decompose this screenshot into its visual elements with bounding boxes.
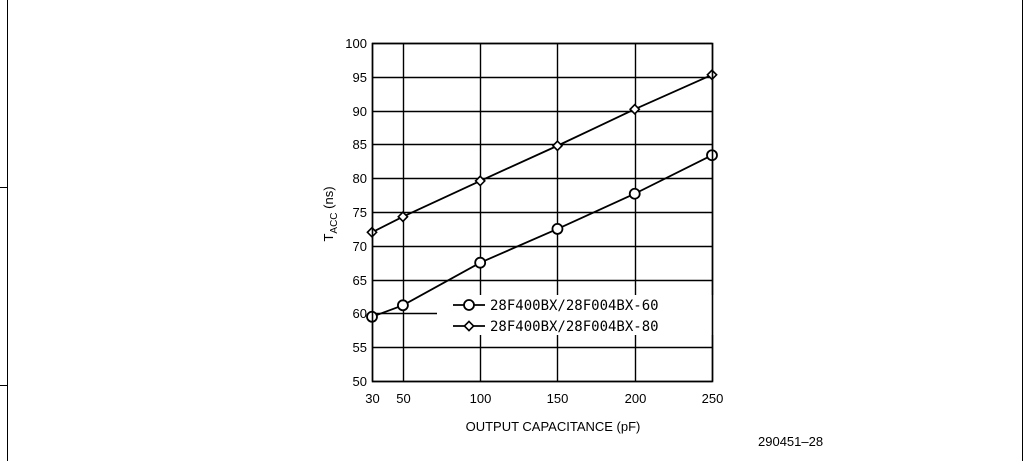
y-tick-label: 90 <box>353 104 367 119</box>
y-axis-label-unit: (ns) <box>321 186 336 208</box>
x-tick-label: 200 <box>625 391 647 406</box>
axes: 50 55 60 65 70 75 80 85 90 95 100 30 50 100 150 200 250 <box>345 36 723 406</box>
legend-label: 28F400BX/28F004BX-60 <box>490 298 659 314</box>
y-axis-label-main: T <box>321 234 336 242</box>
y-axis-label-sub: ACC <box>329 212 340 233</box>
legend-entry-1: 28F400BX/28F004BX-60 <box>453 298 659 314</box>
figure-id: 290451–28 <box>758 434 823 449</box>
x-axis-label: OUTPUT CAPACITANCE (pF) <box>466 419 641 434</box>
y-tick-label: 100 <box>345 36 367 51</box>
x-tick-label: 150 <box>547 391 569 406</box>
y-tick-label: 60 <box>353 306 367 321</box>
y-tick-label: 70 <box>353 239 367 254</box>
legend-label: 28F400BX/28F004BX-80 <box>490 319 659 335</box>
y-tick-label: 75 <box>353 205 367 220</box>
legend-circle-marker <box>463 299 475 311</box>
plot-border <box>371 42 714 383</box>
x-tick-label: 100 <box>470 391 492 406</box>
y-tick-label: 80 <box>353 171 367 186</box>
legend-box <box>437 295 715 335</box>
circle-point <box>551 222 564 235</box>
series-line <box>371 73 713 234</box>
diamond-point <box>551 140 564 152</box>
y-tick-label: 95 <box>353 70 367 85</box>
circle-point <box>474 256 487 269</box>
svg-text:TACC (ns): TACC (ns) <box>321 186 340 241</box>
y-tick-label: 65 <box>353 273 367 288</box>
y-tick-label: 50 <box>353 374 367 389</box>
x-tick-label: 30 <box>365 391 379 406</box>
legend-diamond-marker <box>463 320 475 332</box>
circle-point <box>397 299 409 312</box>
diamond-point <box>397 211 409 223</box>
series-line <box>371 154 713 318</box>
x-tick-label: 50 <box>396 391 410 406</box>
diamond-point <box>628 103 641 115</box>
y-axis-label: TACC (ns) <box>321 186 340 241</box>
series-layer <box>366 69 718 323</box>
circle-point <box>628 187 641 200</box>
x-tick-label: 250 <box>702 391 724 406</box>
y-tick-label: 85 <box>353 137 367 152</box>
legend: 28F400BX/28F004BX-60 28F400BX/28F004BX-80 <box>437 295 715 335</box>
y-tick-label: 55 <box>353 340 367 355</box>
legend-entry-2: 28F400BX/28F004BX-80 <box>453 319 659 335</box>
diamond-point <box>474 175 486 187</box>
